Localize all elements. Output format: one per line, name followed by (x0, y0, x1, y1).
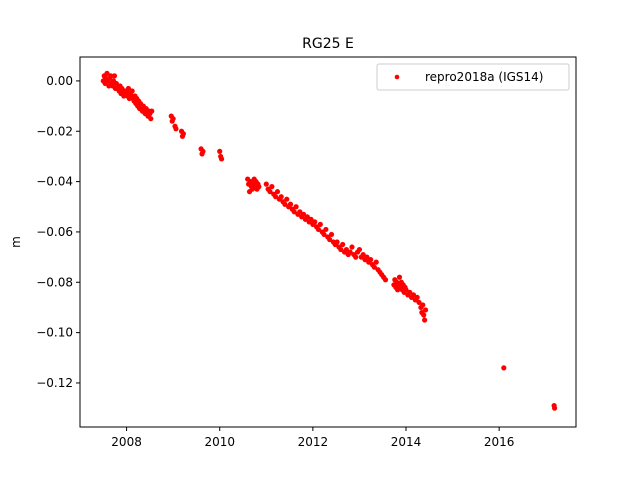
x-tick-label: 2008 (111, 435, 142, 449)
y-tick-label: −0.12 (36, 376, 73, 390)
data-point (356, 246, 363, 253)
data-point (422, 307, 429, 313)
data-point (323, 226, 329, 233)
y-tick-label: 0.00 (46, 74, 73, 88)
y-tick-label: −0.02 (36, 124, 73, 138)
data-point (421, 312, 427, 318)
data-point (263, 181, 269, 187)
legend: repro2018a (IGS14) (376, 63, 570, 91)
data-points (100, 70, 558, 411)
data-point (293, 204, 299, 210)
plot-frame (79, 56, 577, 428)
data-point (334, 239, 340, 245)
y-axis: 0.00 −0.02 −0.04 −0.06 −0.08 −0.10 −0.12 (36, 74, 80, 390)
data-point (501, 365, 507, 371)
data-point (308, 216, 314, 222)
data-point (422, 317, 428, 323)
data-point (269, 184, 275, 190)
data-point (217, 148, 223, 154)
data-point (551, 405, 558, 411)
y-tick-label: −0.08 (36, 275, 73, 289)
data-point (317, 221, 323, 227)
data-point (353, 254, 359, 260)
data-point (321, 231, 327, 238)
data-point (328, 231, 335, 238)
data-point (300, 211, 307, 217)
data-point (414, 294, 420, 300)
data-point (410, 292, 417, 298)
data-point (267, 189, 273, 195)
data-point (111, 73, 118, 79)
chart-title: RG25 E (302, 36, 354, 52)
data-point (315, 226, 322, 233)
data-point (304, 214, 310, 220)
data-point (382, 277, 389, 283)
data-point (282, 201, 288, 207)
data-point (284, 196, 290, 202)
data-point (340, 241, 346, 248)
data-point (291, 209, 297, 215)
data-point (343, 246, 349, 253)
x-tick-label: 2010 (204, 435, 235, 449)
data-point (256, 184, 262, 190)
data-point (360, 251, 366, 258)
data-point (349, 244, 355, 250)
data-point (218, 156, 225, 162)
data-point (297, 209, 303, 215)
legend-label: repro2018a (IGS14) (425, 70, 543, 84)
data-point (416, 299, 422, 306)
data-point (287, 201, 294, 207)
x-tick-label: 2016 (484, 435, 515, 449)
data-point (200, 148, 206, 154)
data-point (368, 257, 374, 263)
y-tick-label: −0.04 (36, 175, 73, 189)
data-point (407, 289, 413, 295)
data-point (371, 264, 377, 270)
data-point (364, 254, 370, 260)
data-point (170, 116, 176, 122)
data-point (347, 249, 353, 255)
data-point (180, 131, 186, 137)
data-point (274, 189, 281, 195)
y-tick-label: −0.10 (36, 326, 73, 340)
data-point (338, 246, 344, 253)
legend-marker (394, 74, 400, 80)
y-tick-label: −0.06 (36, 225, 73, 239)
data-point (278, 194, 284, 200)
data-point (403, 287, 409, 293)
data-point (129, 88, 135, 94)
x-tick-label: 2012 (298, 435, 329, 449)
data-point (327, 236, 333, 243)
data-point (108, 73, 114, 79)
y-axis-label: m (9, 236, 23, 248)
x-tick-label: 2014 (391, 435, 422, 449)
data-point (273, 194, 279, 200)
x-axis: 2008 2010 2012 2014 2016 (111, 427, 514, 449)
data-point (125, 85, 132, 92)
legend-box (376, 63, 570, 91)
data-point (312, 219, 318, 225)
data-point (173, 126, 179, 132)
data-point (104, 70, 110, 76)
data-point (420, 302, 426, 308)
data-point (396, 274, 403, 280)
data-point (149, 108, 155, 114)
data-point (373, 259, 379, 265)
data-point (148, 116, 154, 122)
